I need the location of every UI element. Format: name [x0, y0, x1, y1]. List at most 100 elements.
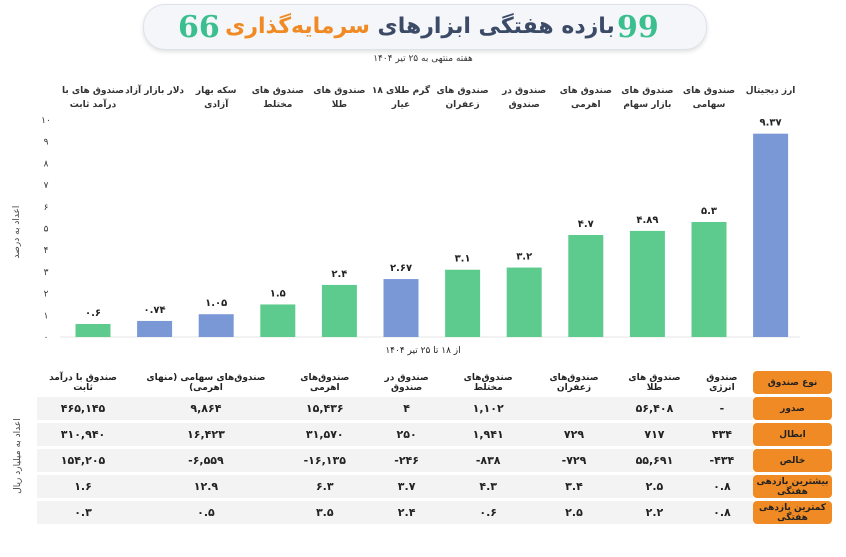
- column-header: صندوق‌های سهامی (منهای اهرمی): [129, 371, 283, 394]
- table-header-row: نوع صندوق صندوق انرژی صندوق های طلا صندوق‌ه…: [37, 371, 832, 394]
- table-cell: ۱۶,۴۲۳: [129, 423, 283, 446]
- table-row: کمترین بازدهی هفتگی ۰.۸ ۲.۲ ۲.۵ ۰.۶ ۲.۴ ۳.۵ ۰.۵…: [37, 501, 832, 524]
- bar-value-label: ۲.۶۷: [390, 263, 412, 274]
- bar-value-label: ۹.۳۷: [760, 118, 782, 129]
- category-label: دلار بازار آزاد: [125, 86, 185, 96]
- row-label: صدور: [753, 397, 832, 420]
- y-tick-label: ۲: [44, 290, 49, 300]
- bar: [753, 133, 789, 337]
- table-cell: ۶.۳: [282, 475, 367, 498]
- bar: [383, 279, 419, 337]
- table-cell: ۱,۱۰۲: [446, 397, 530, 420]
- table-cell: ۲.۵: [529, 501, 619, 524]
- y-tick-label: ۵: [44, 225, 49, 235]
- table-cell: ۰.۵: [129, 501, 283, 524]
- bar: [321, 284, 357, 337]
- table-cell: -۲۴۶: [366, 449, 447, 472]
- category-label: صندوق های با درآمد ثابت: [61, 86, 125, 110]
- table-cell: ۳.۵: [282, 501, 367, 524]
- bar-value-label: ۴.۷: [578, 219, 594, 230]
- table-cell: ۹,۸۶۴: [129, 397, 283, 420]
- table-cell: ۱۵۴,۲۰۵: [37, 449, 130, 472]
- bar-value-label: ۳.۱: [455, 254, 471, 265]
- bar-value-label: ۱.۰۵: [205, 298, 227, 309]
- title-main: بازده هفتگی ابزارهای: [377, 14, 615, 39]
- column-header: صندوق در صندوق: [366, 371, 447, 394]
- table-cell: ۲.۲: [618, 501, 691, 524]
- column-header: صندوق‌های اهرمی: [282, 371, 367, 394]
- row-label: کمترین بازدهی هفتگی: [753, 501, 832, 524]
- category-label: صندوق های زعفران: [436, 86, 489, 110]
- bar: [260, 304, 296, 337]
- category-label: صندوق های مختلط: [251, 86, 304, 110]
- table-cell: -۱۶,۱۳۵: [282, 449, 367, 472]
- bar: [506, 267, 542, 337]
- page-subtitle: هفته منتهی به ۲۵ تیر ۱۴۰۴: [373, 54, 473, 64]
- y-tick-label: ۴: [44, 246, 49, 256]
- table-cell: ۱۵,۴۳۶: [282, 397, 367, 420]
- table-cell: -۶,۵۵۹: [129, 449, 283, 472]
- table-row: خالص -۴۳۴ ۵۵,۶۹۱ -۷۲۹ -۸۳۸ -۲۴۶ -۱۶,۱۳۵ -۶,۵۵۹ ۱…: [37, 449, 832, 472]
- category-label: سکه بهار آزادی: [195, 86, 237, 110]
- y-tick-label: ۹: [44, 138, 49, 148]
- x-axis-label: از ۱۸ تا ۲۵ تیر ۱۴۰۴: [385, 346, 461, 356]
- bar: [198, 314, 234, 337]
- bar-chart: ۰ ۱ ۲ ۳ ۴ ۵ ۶ ۷ ۸ ۹ ۱۰ ۰.۶ ۰.۷۴ ۱.۰۵ ۱.۵ ۲.۴ ۲.۶۷ ۳.۱ ۳.۲ ۴…: [41, 116, 800, 343]
- table-cell: ۴: [366, 397, 447, 420]
- table-cell: ۲۵۰: [366, 423, 447, 446]
- table-cell: ۷۲۹: [529, 423, 619, 446]
- table-row: صدور -۵۶,۴۰۸ ۱,۱۰۲ ۴ ۱۵,۴۳۶ ۹,۸۶۴ ۴۶۵,۱۴۵: [37, 397, 832, 420]
- table-cell: ۴۶۵,۱۴۵: [37, 397, 130, 420]
- category-label: صندوق های بازار سهام: [621, 86, 674, 110]
- y-tick-label: ۶: [44, 203, 49, 213]
- table-cell: ۴۳۴: [690, 423, 753, 446]
- table-row: بیشترین بازدهی هفتگی ۰.۸ ۲.۵ ۳.۴ ۴.۳ ۳.۷ ۶.۳ ۱۲…: [37, 475, 832, 498]
- y-tick-label: ۱: [44, 311, 49, 321]
- column-header: صندوق‌های زعفران: [529, 371, 619, 394]
- table-cell: ۰.۳: [37, 501, 130, 524]
- row-label: خالص: [753, 449, 832, 472]
- fund-table: نوع صندوق صندوق انرژی صندوق های طلا صندوق‌ه…: [37, 368, 832, 527]
- bar: [75, 323, 111, 337]
- y-tick-label: ۸: [44, 159, 49, 169]
- y-tick-label: ۱۰: [41, 116, 51, 126]
- bar: [568, 235, 604, 337]
- category-label: ارز دیجیتال: [745, 86, 796, 96]
- bar-value-label: ۰.۶: [85, 308, 101, 319]
- table-cell: -: [690, 397, 753, 420]
- bar-value-label: ۲.۴: [331, 269, 347, 280]
- bar: [445, 269, 481, 337]
- bar-value-label: ۴.۸۹: [636, 215, 658, 226]
- table-cell: ۰.۶: [446, 501, 530, 524]
- category-label: صندوق های اهرمی: [559, 86, 612, 110]
- column-header: صندوق با درآمد ثابت: [37, 371, 130, 394]
- bar: [629, 230, 665, 337]
- table-cell: -۸۳۸: [446, 449, 530, 472]
- table-header-label: نوع صندوق: [753, 371, 832, 394]
- table-cell: [529, 397, 619, 420]
- table-cell: ۳.۷: [366, 475, 447, 498]
- table-cell: ۵۵,۶۹۱: [618, 449, 691, 472]
- fund-flow-table: نوع صندوق صندوق انرژی صندوق های طلا صندوق‌ه…: [37, 368, 832, 527]
- column-header: صندوق های طلا: [618, 371, 691, 394]
- y-tick-label: ۰: [44, 333, 49, 343]
- y-tick-label: ۳: [44, 268, 49, 278]
- title-banner: [143, 4, 707, 50]
- table-cell: ۰.۸: [690, 501, 753, 524]
- category-label: گرم طلای ۱۸ عیار: [371, 86, 431, 110]
- table-cell: ۴.۳: [446, 475, 530, 498]
- column-header: صندوق‌های مختلط: [446, 371, 530, 394]
- table-unit-label: اعداد به میلیارد ریال: [13, 418, 23, 494]
- bar: [137, 320, 173, 337]
- category-label: صندوق در صندوق: [502, 86, 547, 110]
- table-cell: ۲.۵: [618, 475, 691, 498]
- table-cell: ۲.۴: [366, 501, 447, 524]
- table-cell: ۳۱۰,۹۴۰: [37, 423, 130, 446]
- table-cell: ۱,۹۴۱: [446, 423, 530, 446]
- category-label: صندوق های سهامی: [682, 86, 736, 110]
- bar-value-label: ۱.۵: [270, 288, 286, 299]
- row-label: ابطال: [753, 423, 832, 446]
- table-cell: ۱.۶: [37, 475, 130, 498]
- table-cell: ۱۲.۹: [129, 475, 283, 498]
- quote-mark-right-icon: 99: [617, 10, 659, 45]
